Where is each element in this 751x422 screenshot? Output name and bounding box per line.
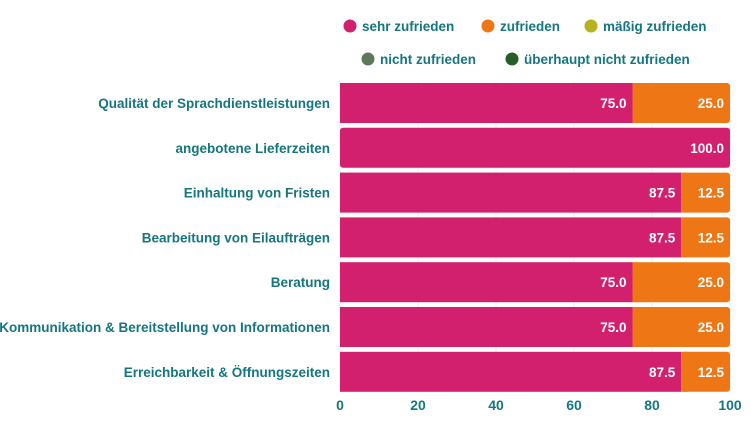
legend-label: überhaupt nicht zufrieden xyxy=(524,52,690,67)
bar-segment-edge xyxy=(632,262,639,303)
bar-segment xyxy=(340,307,633,347)
legend-marker-icon xyxy=(361,52,375,66)
bar-segment-edge xyxy=(681,172,688,213)
value-label: 75.0 xyxy=(600,320,626,335)
value-label: 12.5 xyxy=(698,365,725,380)
legend-label: sehr zufrieden xyxy=(362,19,454,34)
legend-label: mäßig zufrieden xyxy=(603,19,707,34)
bar-segment xyxy=(632,307,730,347)
value-label: 25.0 xyxy=(698,96,724,111)
value-label: 87.5 xyxy=(649,365,676,380)
category-label: Kommunikation & Bereitstellung von Infor… xyxy=(0,320,330,335)
bar-segment-edge xyxy=(632,307,639,347)
bar-segment xyxy=(681,172,730,213)
category-label: Einhaltung von Fristen xyxy=(184,186,330,201)
bar-segment xyxy=(340,83,633,123)
category-labels: Qualität der Sprachdienstleistungen angeb… xyxy=(0,96,330,380)
category-label: Qualität der Sprachdienstleistungen xyxy=(98,96,330,111)
x-tick-label: 40 xyxy=(488,397,504,413)
bar-segment xyxy=(632,262,730,303)
bar-segment xyxy=(632,83,730,123)
bar-segment xyxy=(681,351,730,392)
bar-segment-edge xyxy=(632,83,639,123)
x-tick-label: 80 xyxy=(644,397,660,413)
value-label: 12.5 xyxy=(698,230,725,245)
bar-segment xyxy=(340,127,730,168)
value-label: 87.5 xyxy=(649,186,676,201)
bars: 75.0 25.0 100.0 87.5 12.5 87.5 12.5 75.0 25.0 75.… xyxy=(340,83,730,392)
value-label: 75.0 xyxy=(600,275,626,290)
category-label: Beratung xyxy=(271,275,330,290)
legend: sehr zufrieden zufrieden mäßig zufrieden ni… xyxy=(343,19,707,67)
x-tick-label: 100 xyxy=(718,397,742,413)
bar-segment-edge xyxy=(681,217,688,258)
value-label: 25.0 xyxy=(698,320,724,335)
category-label: Bearbeitung von Eilaufträgen xyxy=(142,230,330,245)
bar-segment-edge xyxy=(681,351,688,392)
category-label: Erreichbarkeit & Öffnungszeiten xyxy=(124,365,330,380)
category-label: angebotene Lieferzeiten xyxy=(175,141,330,156)
bar-segment xyxy=(340,262,633,303)
value-label: 25.0 xyxy=(698,275,724,290)
x-axis-ticks: 0 20 40 60 80 100 xyxy=(336,397,742,413)
legend-marker-icon xyxy=(505,52,519,66)
legend-label: zufrieden xyxy=(500,19,560,34)
bar-segment xyxy=(340,172,682,213)
value-label: 12.5 xyxy=(698,186,725,201)
bar-segment xyxy=(340,351,682,392)
legend-label: nicht zufrieden xyxy=(380,52,476,67)
bar-segment xyxy=(681,217,730,258)
legend-marker-icon xyxy=(584,19,598,33)
legend-marker-icon xyxy=(343,19,357,33)
value-label: 100.0 xyxy=(690,141,724,156)
bar-segment xyxy=(340,217,682,258)
x-tick-label: 0 xyxy=(336,397,344,413)
legend-marker-icon xyxy=(481,19,495,33)
x-tick-label: 20 xyxy=(410,397,426,413)
value-label: 75.0 xyxy=(600,96,626,111)
value-label: 87.5 xyxy=(649,230,676,245)
x-tick-label: 60 xyxy=(566,397,582,413)
